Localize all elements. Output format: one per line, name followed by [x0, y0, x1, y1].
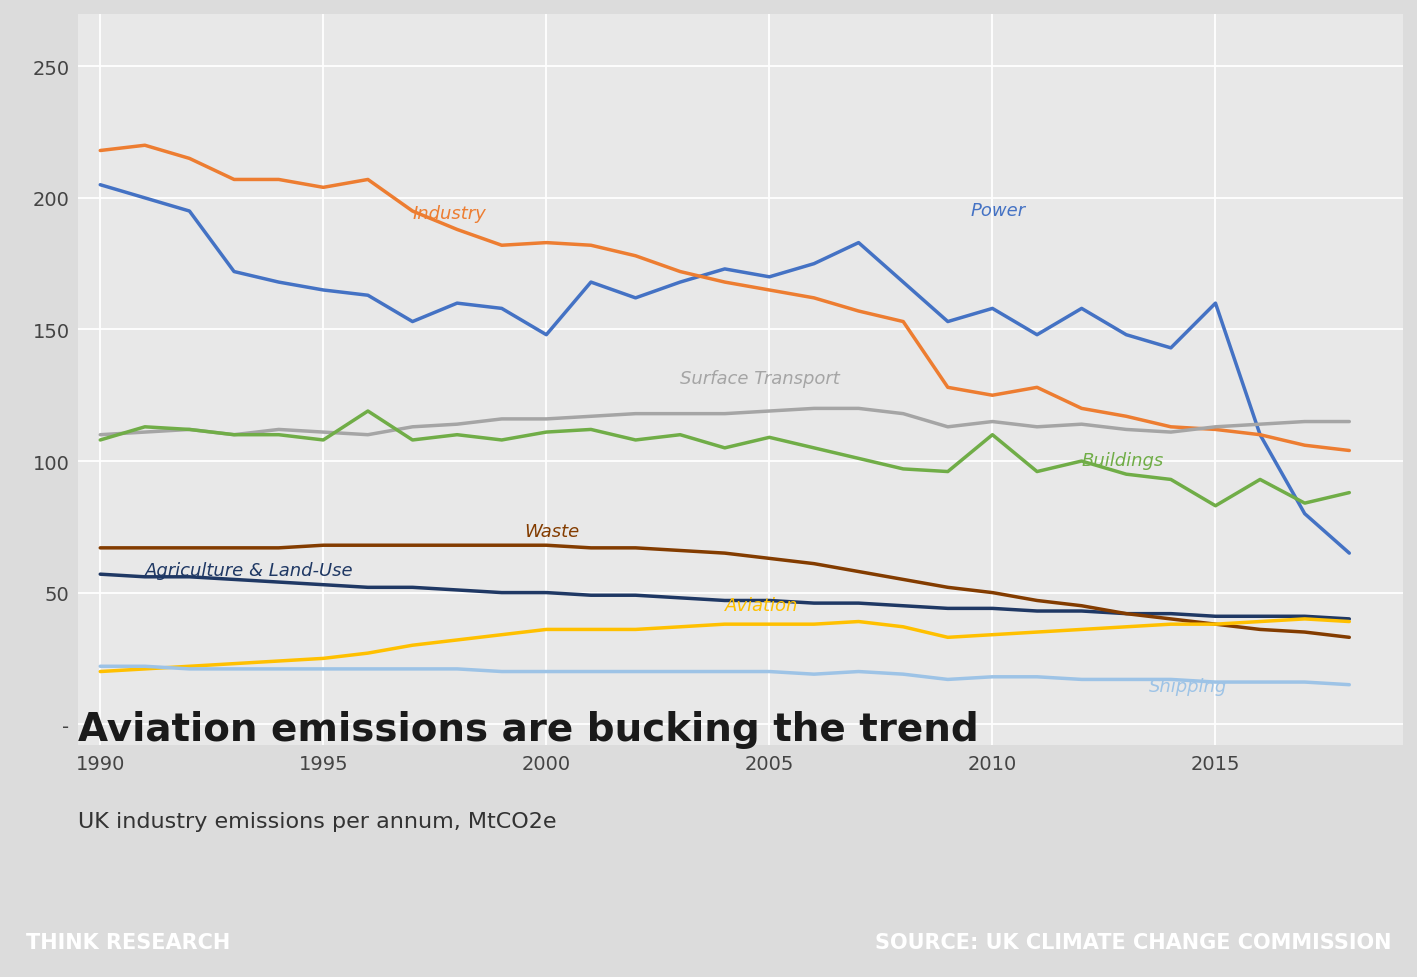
Text: Aviation: Aviation	[724, 596, 798, 614]
Text: Buildings: Buildings	[1081, 451, 1163, 469]
Text: SOURCE: UK CLIMATE CHANGE COMMISSION: SOURCE: UK CLIMATE CHANGE COMMISSION	[874, 932, 1391, 952]
Text: Agriculture & Land-Use: Agriculture & Land-Use	[145, 562, 353, 579]
Text: UK industry emissions per annum, MtCO2e: UK industry emissions per annum, MtCO2e	[78, 812, 557, 831]
Text: Industry: Industry	[412, 204, 486, 223]
Text: Surface Transport: Surface Transport	[680, 370, 840, 388]
Text: Waste: Waste	[524, 523, 580, 540]
Text: Power: Power	[971, 201, 1026, 220]
Text: Shipping: Shipping	[1149, 677, 1227, 696]
Text: THINK RESEARCH: THINK RESEARCH	[26, 932, 230, 952]
Text: Aviation emissions are bucking the trend: Aviation emissions are bucking the trend	[78, 710, 979, 748]
